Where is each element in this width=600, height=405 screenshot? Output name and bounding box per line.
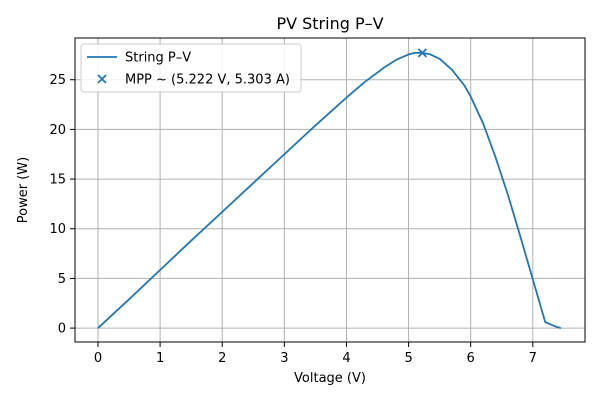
chart-title: PV String P–V xyxy=(276,14,383,33)
axis-ticks: 0 1 2 3 4 5 6 7 0 5 10 15 20 25 xyxy=(49,73,537,366)
x-tick-label: 4 xyxy=(342,351,350,366)
y-tick-label: 0 xyxy=(58,322,66,337)
mpp-marker xyxy=(417,48,428,58)
legend-label-string-pv: String P–V xyxy=(125,51,191,66)
x-tick-label: 0 xyxy=(94,351,102,366)
legend: String P–V MPP ~ (5.222 V, 5.303 A) xyxy=(80,43,302,93)
legend-label-mpp: MPP ~ (5.222 V, 5.303 A) xyxy=(125,73,290,88)
y-tick-label: 20 xyxy=(49,123,66,138)
x-tick-label: 7 xyxy=(529,351,537,366)
x-tick-label: 2 xyxy=(218,351,226,366)
plot-series xyxy=(97,48,562,329)
x-tick-label: 1 xyxy=(156,351,164,366)
legend-box xyxy=(80,43,302,93)
x-tick-label: 5 xyxy=(404,351,412,366)
x-tick-label: 3 xyxy=(280,351,288,366)
y-axis-label: Power (W) xyxy=(16,157,31,223)
legend-marker-stroke xyxy=(97,74,107,84)
x-tick-label: 6 xyxy=(467,351,475,366)
y-tick-label: 10 xyxy=(49,222,66,237)
legend-marker-swatch xyxy=(97,74,107,84)
y-tick-label: 25 xyxy=(49,73,66,88)
series-line-string-pv xyxy=(97,52,562,329)
mpp-marker-stroke xyxy=(417,48,428,58)
x-axis-label: Voltage (V) xyxy=(294,371,366,386)
plot-frame xyxy=(74,37,586,343)
y-tick-label: 5 xyxy=(58,272,66,287)
y-tick-label: 15 xyxy=(49,173,66,188)
